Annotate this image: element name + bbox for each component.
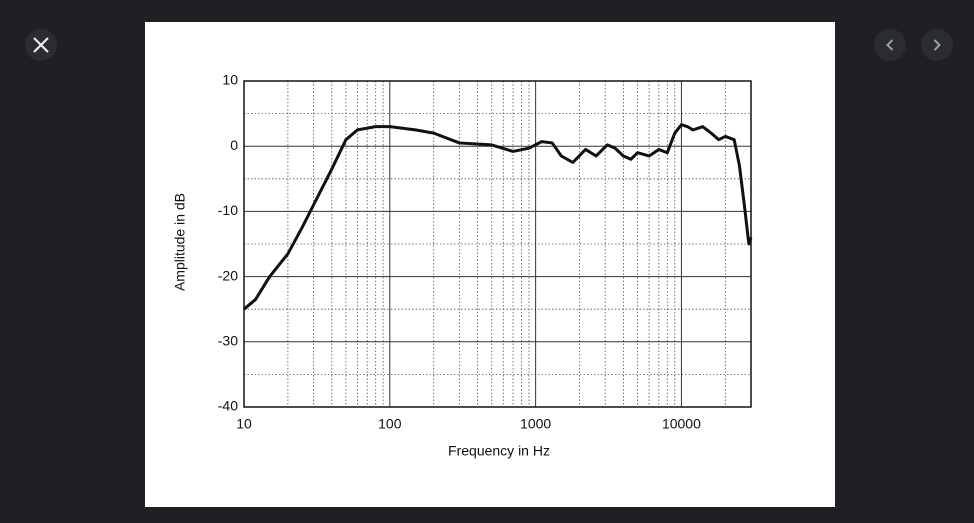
x-tick-label: 100: [378, 416, 402, 432]
x-axis-label: Frequency in Hz: [448, 443, 550, 459]
plot-frame: [243, 80, 752, 408]
next-button[interactable]: [921, 29, 953, 61]
close-icon: [33, 37, 49, 53]
close-button[interactable]: [25, 29, 57, 61]
chart: Frequency in Hz Amplitude in dB 10 100 100…: [172, 72, 753, 459]
y-tick-label: -40: [218, 398, 238, 414]
y-tick-label: 10: [222, 72, 238, 88]
next-icon: [933, 39, 941, 51]
response-line: [243, 123, 753, 311]
previous-icon: [886, 39, 894, 51]
x-tick-label: 1000: [520, 416, 551, 432]
y-axis-label: Amplitude in dB: [172, 193, 188, 291]
x-tick-label: 10: [236, 416, 252, 432]
y-tick-label: 0: [230, 137, 238, 153]
x-tick-label: 10000: [662, 416, 701, 432]
y-tick-label: -20: [218, 267, 238, 283]
previous-button[interactable]: [874, 29, 906, 61]
image-frame: Frequency in Hz Amplitude in dB 10 100 100…: [145, 22, 835, 507]
y-tick-label: -10: [218, 202, 238, 218]
y-tick-label: -30: [218, 333, 238, 349]
